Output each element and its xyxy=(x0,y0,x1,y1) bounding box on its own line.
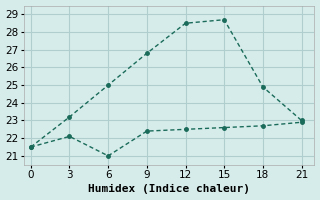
X-axis label: Humidex (Indice chaleur): Humidex (Indice chaleur) xyxy=(88,184,251,194)
